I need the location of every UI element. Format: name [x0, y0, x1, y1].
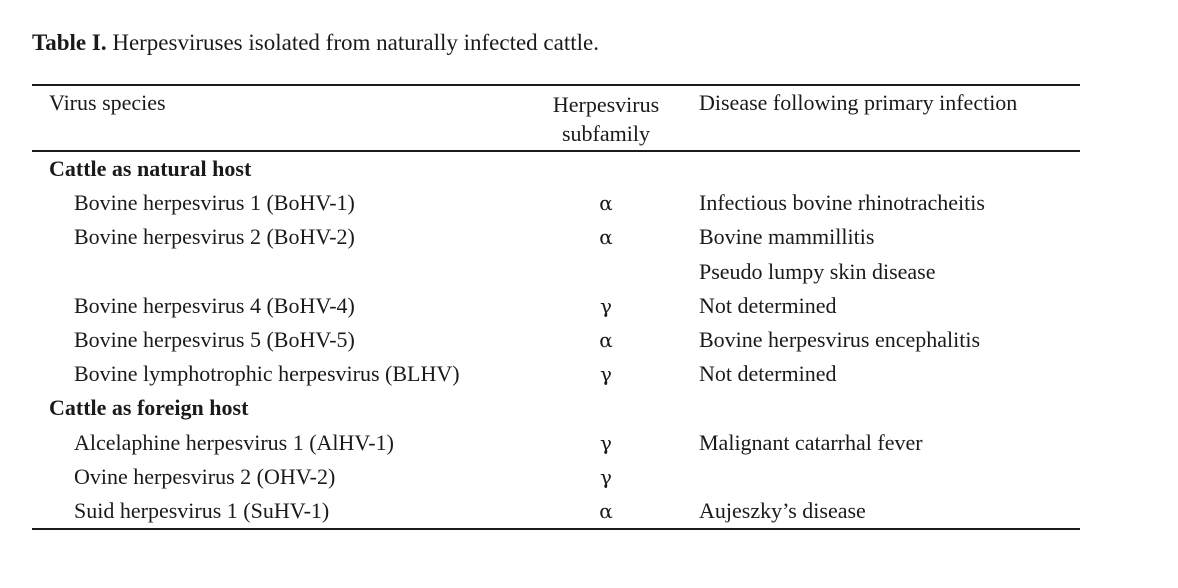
table-caption: Table I. Herpesviruses isolated from nat…	[32, 28, 599, 58]
table-section-heading: Cattle as natural host	[32, 152, 1080, 186]
table-row: Bovine herpesvirus 2 (BoHV-2) α Bovine mam…	[32, 220, 1080, 254]
table-row: Bovine herpesvirus 1 (BoHV-1) α Infectious…	[32, 186, 1080, 220]
table-row: Bovine lymphotrophic herpesvirus (BLHV) γ…	[32, 357, 1080, 391]
header-virus-species: Virus species	[49, 90, 166, 115]
header-disease: Disease following primary infection	[699, 90, 1018, 115]
cell-virus-species: Bovine herpesvirus 2 (BoHV-2)	[74, 224, 355, 250]
cell-virus-species: Cattle as natural host	[49, 156, 252, 181]
cell-virus-species: Cattle as foreign host	[49, 395, 249, 421]
table-bottom-rule	[32, 528, 1080, 530]
herpesvirus-table: Virus species Herpesvirus subfamily Dise…	[32, 84, 1080, 530]
cell-subfamily: α	[599, 498, 613, 523]
cell-virus-species: Alcelaphine herpesvirus 1 (AlHV-1)	[74, 429, 394, 455]
caption-text: Herpesviruses isolated from naturally in…	[112, 30, 599, 55]
header-subfamily: Herpesvirus subfamily	[532, 90, 680, 148]
cell-disease: Not determined	[699, 361, 837, 387]
cell-subfamily: α	[599, 327, 613, 352]
cell-subfamily: γ	[600, 464, 612, 489]
cell-virus-species: Ovine herpesvirus 2 (OHV-2)	[74, 463, 336, 489]
table-row: Suid herpesvirus 1 (SuHV-1) α Aujeszky’s d…	[32, 494, 1080, 528]
cell-virus-species: Bovine herpesvirus 5 (BoHV-5)	[74, 326, 355, 352]
caption-label: Table I.	[32, 30, 107, 55]
table-top-rule	[32, 84, 1080, 86]
cell-disease: Aujeszky’s disease	[699, 497, 866, 523]
cell-subfamily: γ	[600, 293, 612, 318]
table-body: Cattle as natural host Bovine herpesvirus…	[32, 152, 1080, 528]
cell-disease: Bovine mammillitis	[699, 224, 875, 250]
cell-subfamily: α	[599, 191, 613, 216]
cell-disease: Pseudo lumpy skin disease	[699, 258, 936, 284]
cell-subfamily: γ	[600, 430, 612, 455]
header-subfamily-line1: Herpesvirus	[552, 92, 660, 117]
cell-disease: Malignant catarrhal fever	[699, 429, 923, 455]
table-header: Virus species Herpesvirus subfamily Dise…	[32, 86, 1080, 150]
cell-disease: Not determined	[699, 292, 837, 318]
table-row: Ovine herpesvirus 2 (OHV-2) γ	[32, 460, 1080, 494]
table-row: Bovine herpesvirus 5 (BoHV-5) α Bovine her…	[32, 323, 1080, 357]
cell-subfamily: γ	[600, 362, 612, 387]
cell-disease: Infectious bovine rhinotracheitis	[699, 190, 985, 216]
cell-virus-species: Bovine herpesvirus 4 (BoHV-4)	[74, 292, 355, 318]
header-subfamily-line2: subfamily	[562, 121, 650, 146]
table-row: Bovine herpesvirus 4 (BoHV-4) γ Not determ…	[32, 289, 1080, 323]
cell-subfamily: α	[599, 225, 613, 250]
table-row: Alcelaphine herpesvirus 1 (AlHV-1) γ Malig…	[32, 426, 1080, 460]
cell-disease: Bovine herpesvirus encephalitis	[699, 326, 981, 352]
cell-virus-species: Bovine lymphotrophic herpesvirus (BLHV)	[74, 361, 460, 387]
table-header-rule	[32, 150, 1080, 152]
cell-virus-species: Suid herpesvirus 1 (SuHV-1)	[74, 497, 330, 523]
cell-virus-species: Bovine herpesvirus 1 (BoHV-1)	[74, 190, 355, 216]
table-row: Pseudo lumpy skin disease	[32, 255, 1080, 289]
table-section-heading: Cattle as foreign host	[32, 391, 1080, 425]
